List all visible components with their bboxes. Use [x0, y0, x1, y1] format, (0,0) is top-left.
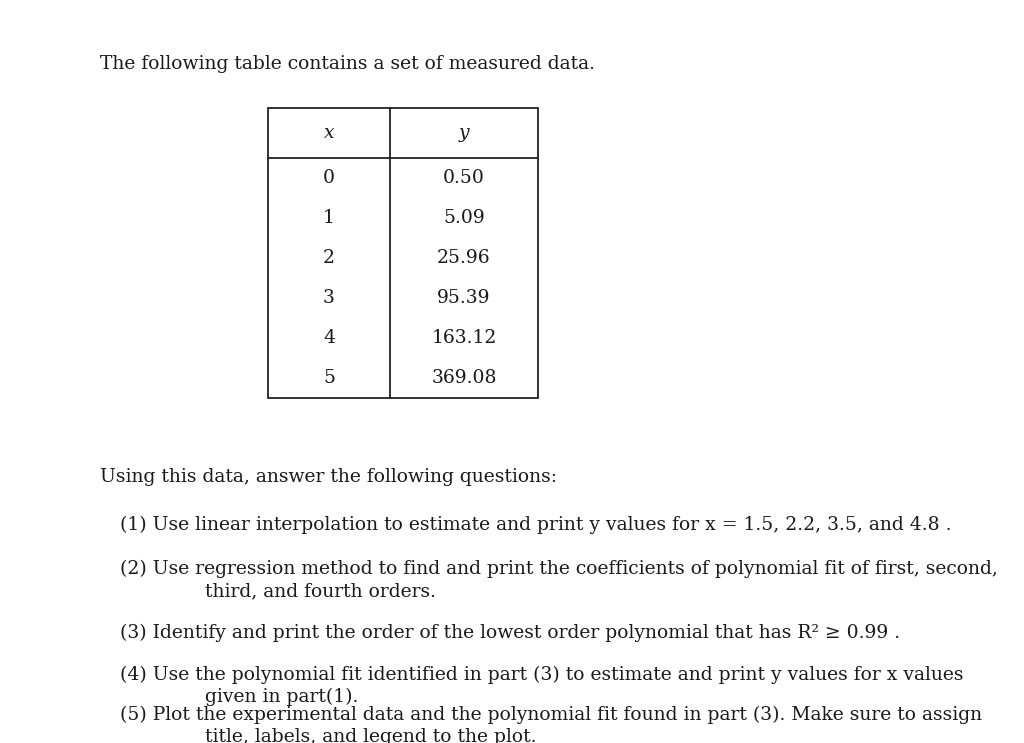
Text: (1) Use linear interpolation to estimate and print y values for x = 1.5, 2.2, 3.: (1) Use linear interpolation to estimate… — [120, 516, 951, 534]
Text: 95.39: 95.39 — [437, 289, 490, 307]
Text: given in part(1).: given in part(1). — [157, 688, 358, 707]
Text: 0: 0 — [323, 169, 335, 187]
Text: (3) Identify and print the order of the lowest order polynomial that has R² ≥ 0.: (3) Identify and print the order of the … — [120, 624, 900, 642]
Text: Using this data, answer the following questions:: Using this data, answer the following qu… — [100, 468, 557, 486]
Text: 369.08: 369.08 — [431, 369, 497, 387]
Text: y: y — [459, 124, 469, 142]
Text: (4) Use the polynomial fit identified in part (3) to estimate and print y values: (4) Use the polynomial fit identified in… — [120, 666, 964, 684]
Text: 5: 5 — [323, 369, 335, 387]
Text: third, and fourth orders.: third, and fourth orders. — [157, 582, 436, 600]
Text: 5.09: 5.09 — [443, 209, 485, 227]
Text: 163.12: 163.12 — [431, 329, 497, 347]
Text: 3: 3 — [323, 289, 335, 307]
Text: x: x — [324, 124, 334, 142]
Text: 1: 1 — [323, 209, 335, 227]
Bar — [268, 108, 538, 398]
Text: The following table contains a set of measured data.: The following table contains a set of me… — [100, 55, 595, 73]
Text: 0.50: 0.50 — [443, 169, 485, 187]
Text: 4: 4 — [323, 329, 335, 347]
Text: 25.96: 25.96 — [437, 249, 490, 267]
Text: (5) Plot the experimental data and the polynomial fit found in part (3). Make su: (5) Plot the experimental data and the p… — [120, 706, 982, 724]
Text: (2) Use regression method to find and print the coefficients of polynomial fit o: (2) Use regression method to find and pr… — [120, 560, 997, 578]
Text: title, labels, and legend to the plot.: title, labels, and legend to the plot. — [157, 728, 537, 743]
Text: 2: 2 — [323, 249, 335, 267]
